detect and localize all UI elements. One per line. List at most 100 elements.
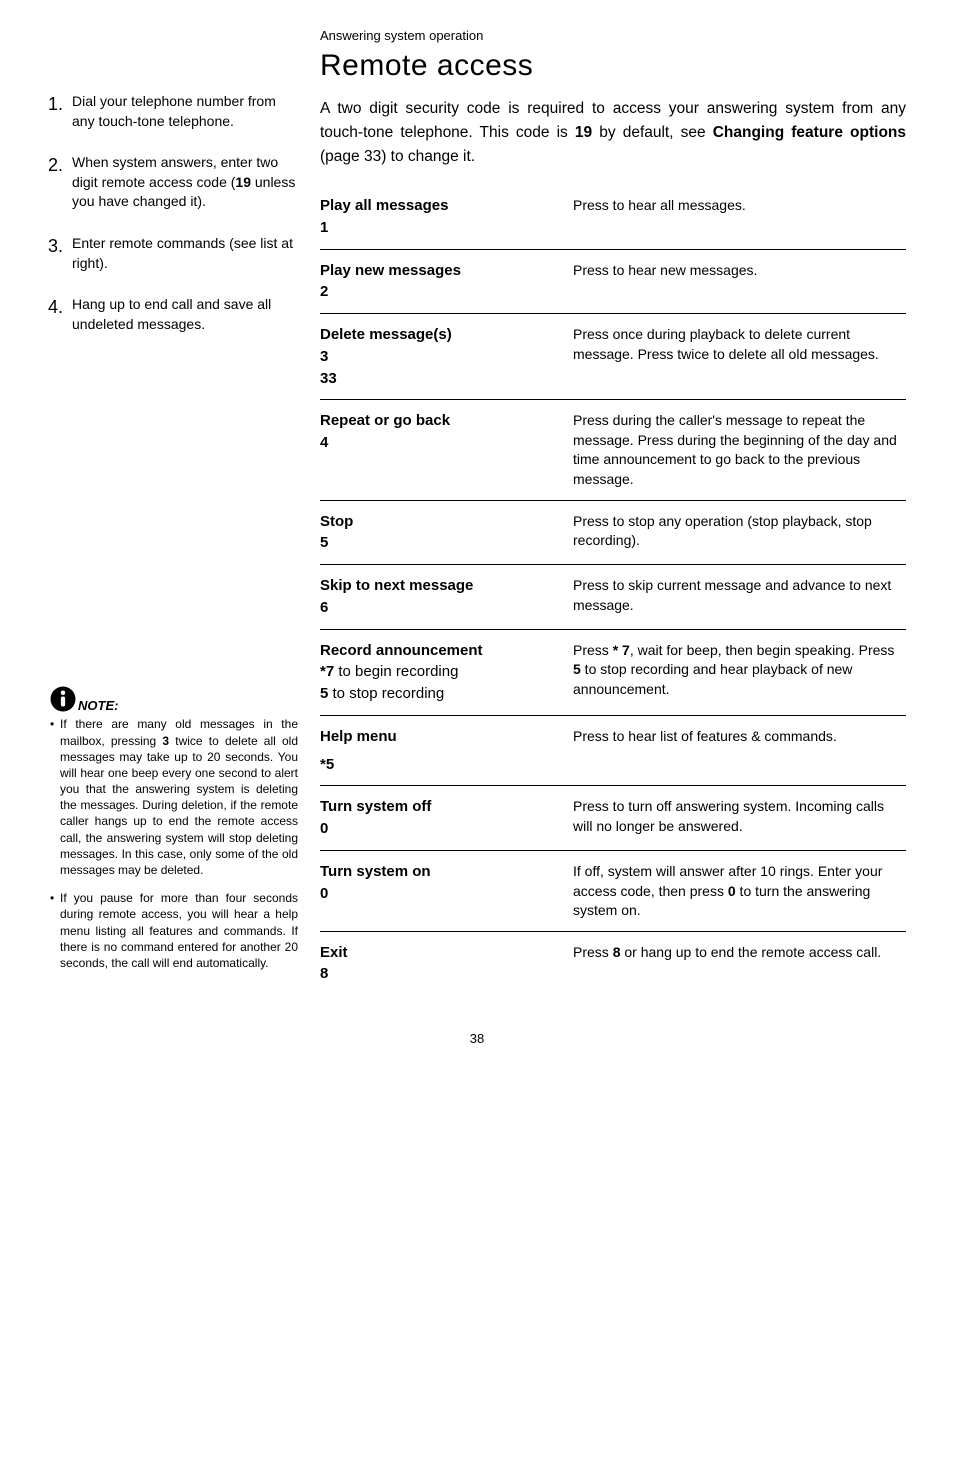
cmd-name: Help menu *5 — [320, 726, 555, 776]
text: Press — [573, 944, 613, 960]
cmd-record: Record announcement *7 to begin recording… — [320, 630, 906, 716]
cmd-desc: Press to turn off answering system. Inco… — [573, 796, 906, 836]
note-bullet-1: • If there are many old messages in the … — [48, 716, 298, 878]
text: to stop recording and hear playback of n… — [573, 661, 852, 697]
section-header: Answering system operation — [320, 28, 906, 43]
cmd-key: 5 — [320, 534, 328, 551]
cmd-help: Help menu *5 Press to hear list of featur… — [320, 716, 906, 787]
cmd-exit: Exit 8 Press 8 or hang up to end the remo… — [320, 932, 906, 996]
cmd-desc: If off, system will answer after 10 ring… — [573, 861, 906, 921]
cmd-desc: Press to hear new messages. — [573, 260, 906, 281]
note-bullet-2: • If you pause for more than four second… — [48, 890, 298, 971]
cmd-key: 0 — [320, 885, 328, 902]
cmd-title: Play new messages — [320, 262, 461, 279]
cmd-name: Stop 5 — [320, 511, 555, 555]
step-text: Hang up to end call and save all undelet… — [66, 295, 298, 334]
cmd-desc: Press to skip current message and advanc… — [573, 575, 906, 615]
cmd-repeat: Repeat or go back 4 Press during the call… — [320, 400, 906, 500]
cmd-key: 33 — [320, 370, 337, 387]
text: Press — [573, 642, 613, 658]
text: twice to delete all old messages may tak… — [60, 734, 298, 878]
cmd-name: Play all messages 1 — [320, 195, 555, 239]
bold-text: 5 — [573, 661, 581, 677]
left-column: 1. Dial your telephone number from any t… — [48, 28, 298, 995]
cmd-desc: Press once during playback to delete cur… — [573, 324, 906, 364]
step-4: 4. Hang up to end call and save all unde… — [48, 295, 298, 334]
page-title: Remote access — [320, 49, 906, 83]
right-column: Answering system operation Remote access… — [320, 28, 906, 995]
text: to begin recording — [334, 663, 458, 680]
step-number: 2. — [48, 153, 66, 178]
intro-paragraph: A two digit security code is required to… — [320, 97, 906, 169]
bold-text: 19 — [235, 174, 251, 190]
bullet-mark: • — [48, 890, 60, 971]
cmd-title: Record announcement — [320, 642, 483, 659]
cmd-name: Delete message(s)333 — [320, 324, 555, 389]
cmd-key: 2 — [320, 283, 328, 300]
cmd-title: Delete message(s) — [320, 326, 452, 343]
cmd-title: Exit — [320, 944, 348, 961]
cmd-name: Turn system off 0 — [320, 796, 555, 840]
step-number: 3. — [48, 234, 66, 259]
cmd-key: 6 — [320, 599, 328, 616]
cmd-name: Play new messages 2 — [320, 260, 555, 304]
cmd-title: Skip to next message — [320, 577, 473, 594]
step-number: 4. — [48, 295, 66, 320]
text: (page 33) to change it. — [320, 148, 475, 165]
cmd-desc: Press to hear list of features & command… — [573, 726, 906, 747]
cmd-title: Turn system off — [320, 798, 431, 815]
step-text: When system answers, enter two digit rem… — [66, 153, 298, 212]
cmd-name: Record announcement *7 to begin recording… — [320, 640, 555, 705]
cmd-stop: Stop 5 Press to stop any operation (stop … — [320, 501, 906, 566]
cmd-off: Turn system off 0 Press to turn off answe… — [320, 786, 906, 851]
text: or hang up to end the remote access call… — [620, 944, 881, 960]
cmd-play-all: Play all messages 1 Press to hear all mes… — [320, 195, 906, 250]
cmd-desc: Press * 7, wait for beep, then begin spe… — [573, 640, 906, 700]
step-text: Dial your telephone number from any touc… — [66, 92, 298, 131]
step-text: Enter remote commands (see list at right… — [66, 234, 298, 273]
page-number: 38 — [48, 1031, 906, 1046]
cmd-title: Repeat or go back — [320, 412, 450, 429]
step-3: 3. Enter remote commands (see list at ri… — [48, 234, 298, 273]
step-number: 1. — [48, 92, 66, 117]
cmd-title: Play all messages — [320, 197, 448, 214]
bold-text: 0 — [728, 883, 736, 899]
cmd-play-new: Play new messages 2 Press to hear new mes… — [320, 250, 906, 315]
bold-text: Changing feature options — [713, 124, 906, 141]
command-table: Play all messages 1 Press to hear all mes… — [320, 195, 906, 995]
cmd-desc: Press to stop any operation (stop playba… — [573, 511, 906, 551]
note-block: NOTE: • If there are many old messages i… — [48, 684, 298, 971]
cmd-name: Exit 8 — [320, 942, 555, 986]
bold-text: 19 — [575, 124, 592, 141]
cmd-key: 4 — [320, 434, 328, 451]
note-header: NOTE: — [48, 684, 298, 714]
cmd-key: 8 — [320, 965, 328, 982]
bullet-text: If you pause for more than four seconds … — [60, 890, 298, 971]
cmd-desc: Press during the caller's message to rep… — [573, 410, 906, 489]
bold-text: * 7 — [613, 642, 630, 658]
cmd-desc: Press 8 or hang up to end the remote acc… — [573, 942, 906, 963]
cmd-title: Turn system on — [320, 863, 431, 880]
cmd-skip: Skip to next message 6 Press to skip curr… — [320, 565, 906, 630]
page: 1. Dial your telephone number from any t… — [48, 28, 906, 995]
text: , wait for beep, then begin speaking. Pr… — [630, 642, 895, 658]
text: to stop recording — [328, 685, 444, 702]
cmd-name: Turn system on 0 — [320, 861, 555, 905]
cmd-desc: Press to hear all messages. — [573, 195, 906, 216]
cmd-key: 1 — [320, 219, 328, 236]
cmd-delete: Delete message(s)333 Press once during p… — [320, 314, 906, 400]
step-1: 1. Dial your telephone number from any t… — [48, 92, 298, 131]
info-icon — [48, 684, 78, 714]
cmd-key: *7 — [320, 663, 334, 680]
cmd-title: Help menu — [320, 728, 397, 745]
text: by default, see — [592, 124, 713, 141]
cmd-title: Stop — [320, 513, 353, 530]
bullet-mark: • — [48, 716, 60, 878]
cmd-key: *5 — [320, 754, 334, 776]
step-2: 2. When system answers, enter two digit … — [48, 153, 298, 212]
bullet-text: If there are many old messages in the ma… — [60, 716, 298, 878]
cmd-key: 0 — [320, 820, 328, 837]
cmd-name: Skip to next message 6 — [320, 575, 555, 619]
cmd-on: Turn system on 0 If off, system will answ… — [320, 851, 906, 932]
cmd-name: Repeat or go back 4 — [320, 410, 555, 454]
